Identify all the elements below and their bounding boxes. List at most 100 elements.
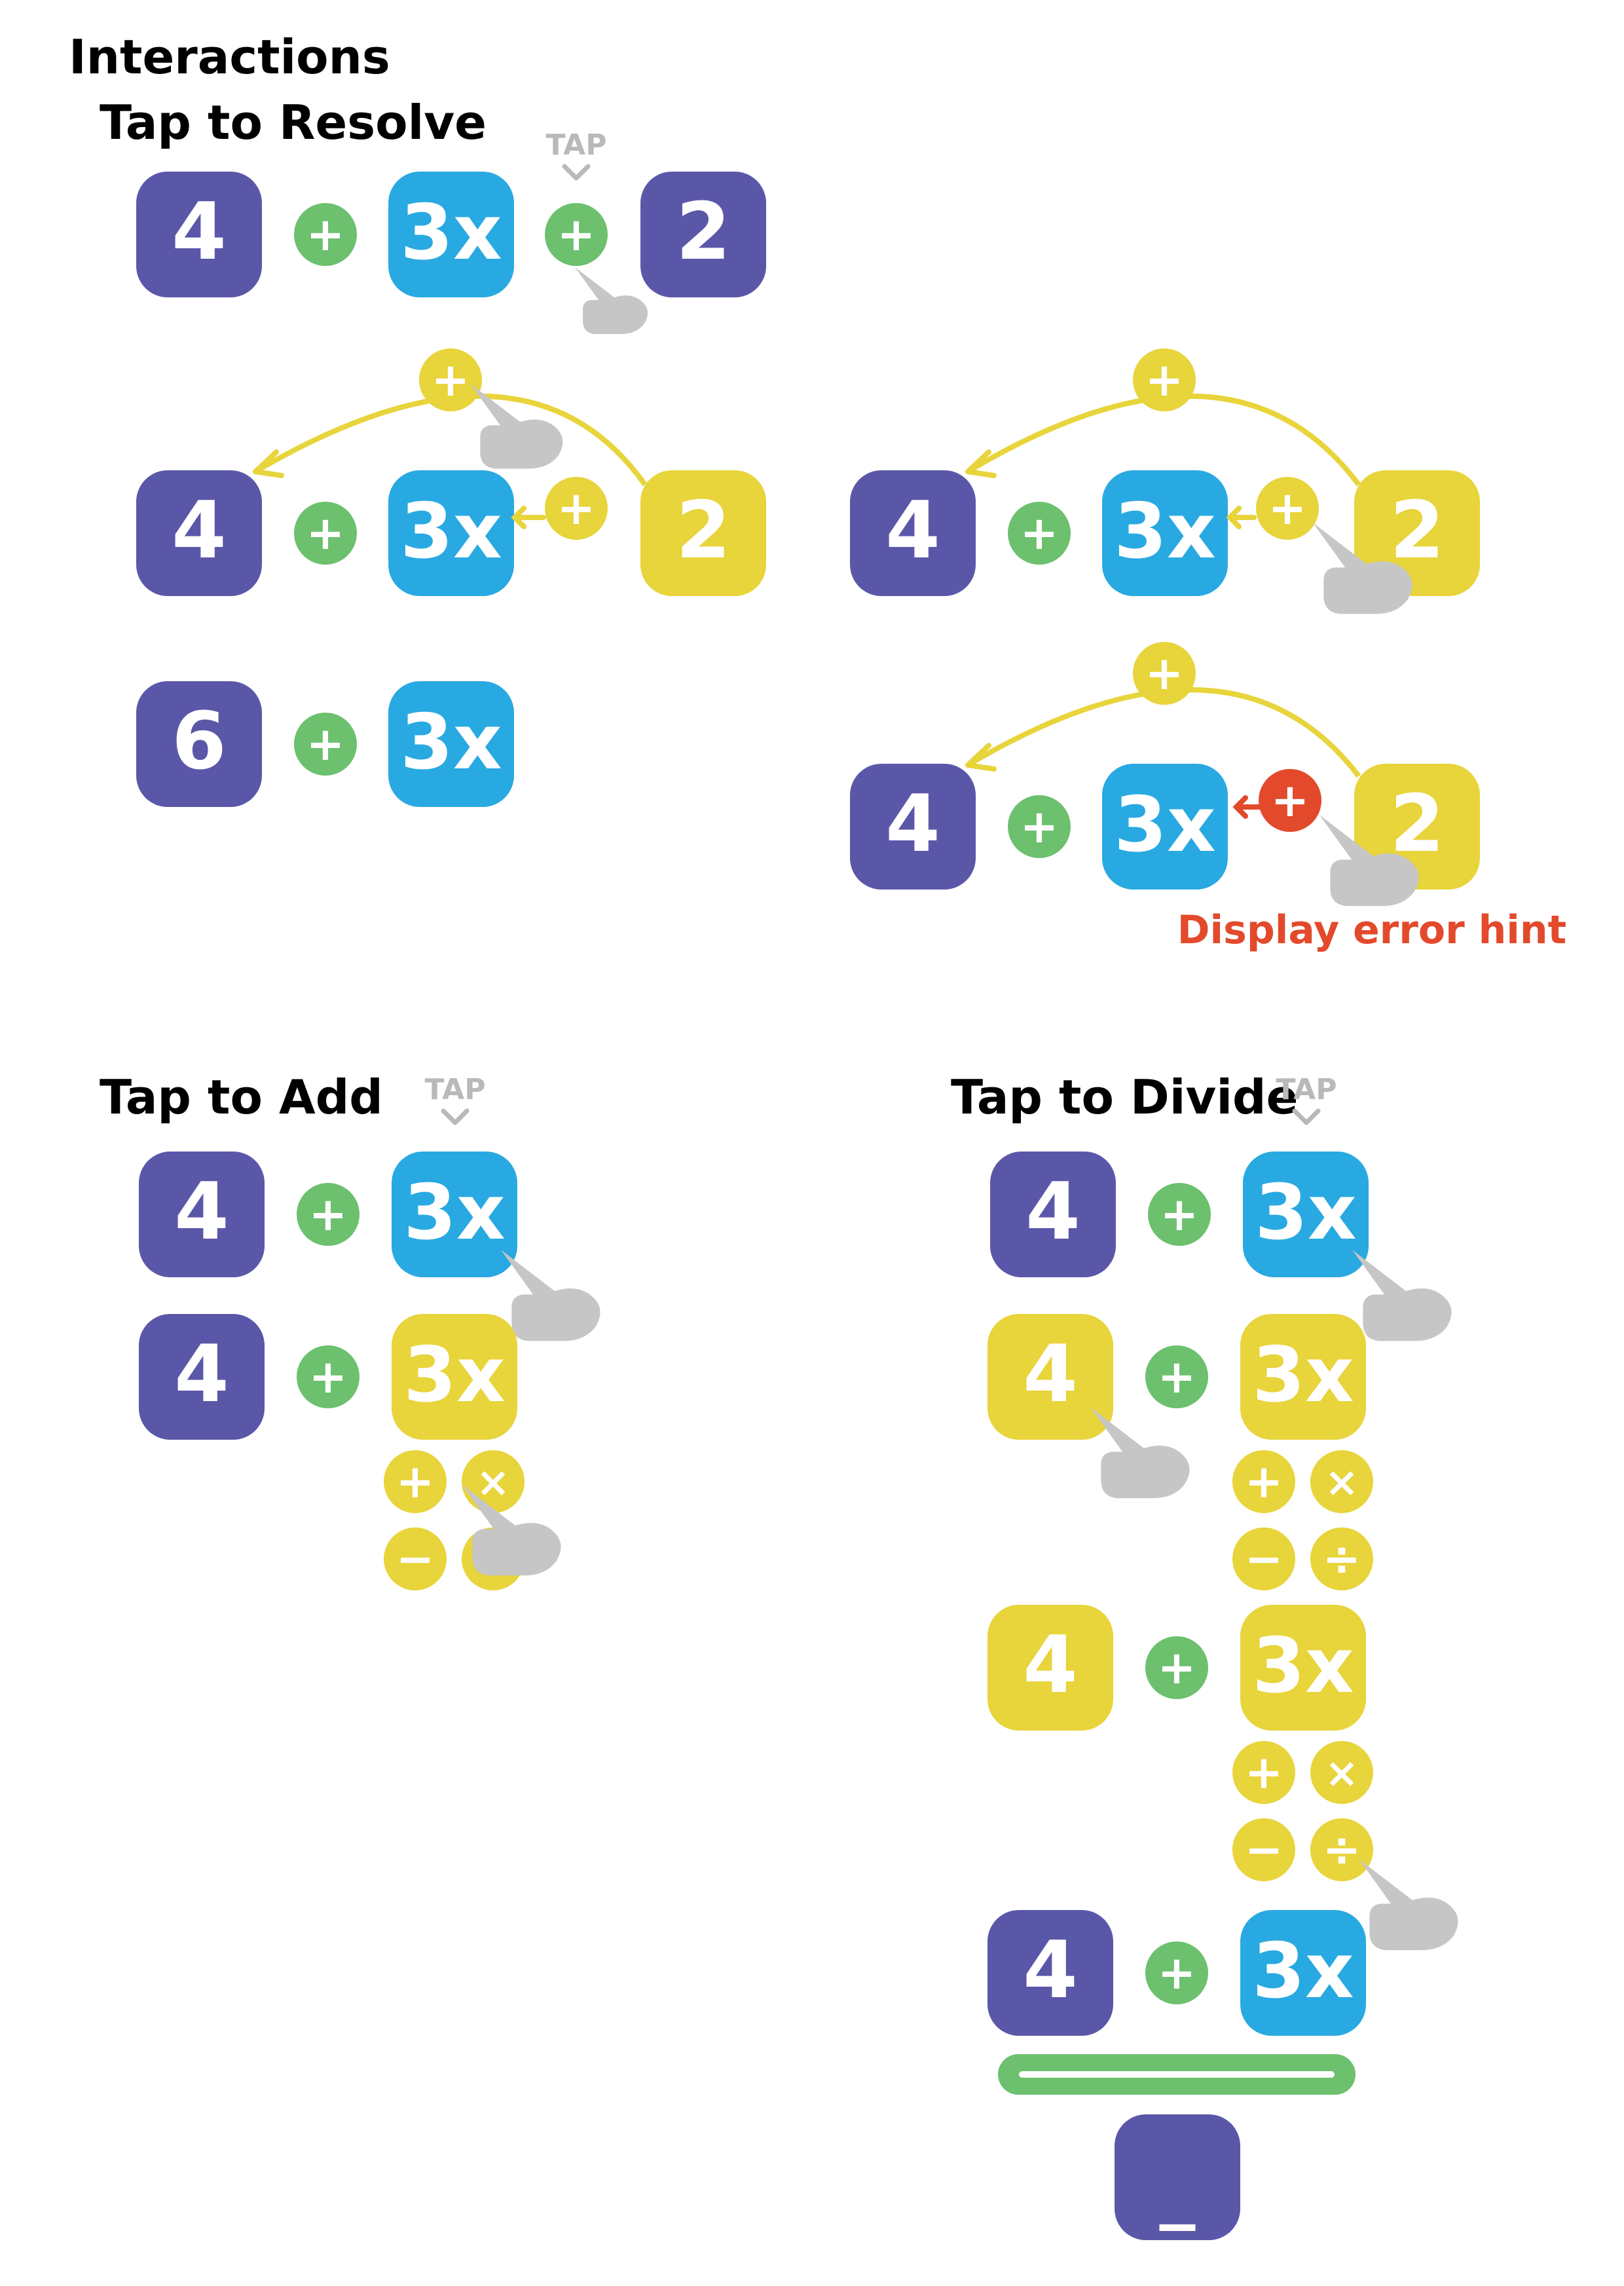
plus-icon: + — [1158, 1350, 1196, 1404]
number-tile-selected[interactable] — [987, 1605, 1113, 1731]
add-operator-menu: + × − ÷ — [384, 1450, 561, 1590]
variable-tile[interactable] — [1240, 1910, 1366, 2036]
number-tile[interactable] — [640, 172, 766, 297]
minus-option[interactable] — [384, 1527, 447, 1590]
number-tile[interactable] — [990, 1152, 1116, 1277]
variable-tile[interactable] — [1102, 470, 1228, 596]
empty-divisor-tile[interactable] — [1115, 2114, 1240, 2240]
times-option[interactable] — [1310, 1450, 1373, 1513]
plus-icon: + — [1160, 1188, 1199, 1241]
variable-tile-selected[interactable] — [1240, 1314, 1366, 1440]
plus-operator[interactable] — [297, 1345, 360, 1408]
plus-operator[interactable] — [1008, 795, 1071, 858]
tile-label: 2 — [676, 485, 731, 576]
error-hint-text: Display error hint — [1177, 907, 1567, 953]
fraction-bar-line — [1019, 2071, 1335, 2078]
plus-operator[interactable] — [297, 1183, 360, 1246]
number-tile-selected[interactable] — [987, 1314, 1113, 1440]
divide-row-4: 4 + 3x — [987, 1910, 1366, 2036]
variable-tile[interactable] — [388, 681, 514, 807]
plus-icon: + — [1145, 646, 1184, 700]
plus-operator[interactable] — [294, 502, 357, 565]
variable-tile-selected[interactable] — [392, 1314, 517, 1440]
plus-option[interactable] — [384, 1450, 447, 1513]
tile-label: 3x — [1252, 1927, 1354, 2015]
number-tile[interactable] — [139, 1152, 265, 1277]
plus-operator-dragged[interactable] — [419, 348, 482, 411]
drag-arc — [966, 687, 1361, 778]
plus-icon: + — [306, 506, 345, 560]
plus-operator[interactable] — [545, 203, 608, 266]
tile-label: 4 — [1023, 1620, 1078, 1711]
resolve-row-2-right: + 4 + 3x + 2 — [850, 348, 1480, 614]
divide-option[interactable] — [1310, 1527, 1373, 1590]
minus-option[interactable] — [1232, 1818, 1295, 1881]
plus-icon: + — [1245, 1455, 1283, 1508]
plus-operator[interactable] — [1145, 1345, 1208, 1408]
divide-icon: ÷ — [1323, 1532, 1361, 1586]
plus-operator[interactable] — [1145, 1636, 1208, 1699]
plus-operator[interactable] — [1145, 1941, 1208, 2004]
plus-operator-error[interactable] — [1259, 769, 1321, 832]
tile-label: 2 — [1390, 485, 1445, 576]
plus-option[interactable] — [1232, 1741, 1295, 1804]
plus-operator[interactable] — [1148, 1183, 1211, 1246]
divide-section-title: Tap to Divide — [951, 1070, 1298, 1125]
tile-label: 4 — [1023, 1329, 1078, 1420]
resolve-section-title: Tap to Resolve — [100, 95, 487, 150]
divide-option[interactable] — [1310, 1818, 1373, 1881]
tile-label: 3x — [400, 698, 502, 787]
number-tile[interactable] — [850, 764, 976, 890]
minus-icon: − — [1245, 1823, 1283, 1877]
drag-arc — [966, 393, 1361, 487]
variable-tile[interactable] — [388, 470, 514, 596]
arrow-left-icon — [1232, 795, 1265, 819]
variable-tile[interactable] — [388, 172, 514, 297]
plus-operator[interactable] — [294, 713, 357, 776]
plus-operator[interactable] — [1008, 502, 1071, 565]
plus-operator[interactable] — [294, 203, 357, 266]
tile-label: 3x — [403, 1169, 506, 1257]
divide-tap-hint: TAP — [1276, 1073, 1337, 1125]
tile-label: 4 — [1025, 1167, 1080, 1258]
times-icon: × — [1325, 1749, 1359, 1797]
resolve-tap-hint: TAP — [546, 128, 606, 181]
number-tile[interactable] — [136, 681, 262, 807]
plus-icon: + — [309, 1350, 348, 1404]
arrow-head-icon — [253, 449, 284, 478]
hand-pointer-icon — [1359, 1859, 1458, 1951]
plus-operator[interactable] — [1256, 477, 1319, 540]
divide-row-1: 4 + 3x — [990, 1152, 1452, 1341]
variable-tile-selected[interactable] — [1240, 1605, 1366, 1731]
variable-tile[interactable] — [1102, 764, 1228, 890]
plus-icon: + — [557, 481, 596, 535]
number-tile[interactable] — [987, 1910, 1113, 2036]
add-row-1: 4 + 3x — [139, 1152, 600, 1341]
times-icon: × — [1325, 1458, 1359, 1506]
variable-tile[interactable] — [1243, 1152, 1369, 1277]
resolve-row-3: 6 + 3x — [136, 681, 514, 807]
plus-option[interactable] — [1232, 1450, 1295, 1513]
number-tile-selected[interactable] — [640, 470, 766, 596]
plus-icon: + — [1271, 774, 1310, 827]
variable-tile[interactable] — [392, 1152, 517, 1277]
tile-label: 2 — [1390, 779, 1445, 870]
division-bar — [998, 2054, 1356, 2095]
number-tile[interactable] — [136, 172, 262, 297]
hand-pointer-icon — [1352, 1250, 1452, 1341]
minus-option[interactable] — [1232, 1527, 1295, 1590]
chevron-down-icon — [562, 164, 591, 181]
number-tile[interactable] — [139, 1314, 265, 1440]
tile-label: 4 — [885, 485, 940, 576]
plus-operator-target[interactable] — [1133, 348, 1196, 411]
plus-operator[interactable] — [545, 477, 608, 540]
number-tile[interactable] — [136, 470, 262, 596]
divide-row-2: 4 + 3x + × − ÷ — [987, 1314, 1373, 1590]
plus-icon: + — [1020, 800, 1059, 853]
number-tile[interactable] — [850, 470, 976, 596]
resolve-row-3-right-error: + 4 + 3x + 2 Display error hint — [850, 642, 1566, 953]
add-row-2: 4 + 3x — [139, 1314, 517, 1440]
times-option[interactable] — [1310, 1741, 1373, 1804]
plus-operator-target[interactable] — [1133, 642, 1196, 705]
